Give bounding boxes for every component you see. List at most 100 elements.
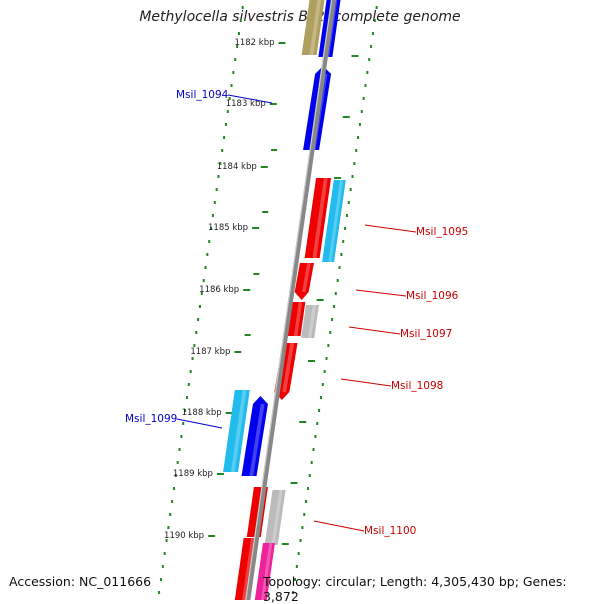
guide-dot-left	[211, 214, 214, 217]
guide-dot-left	[204, 266, 207, 269]
guide-dot-left	[163, 552, 166, 555]
guide-dot-left	[174, 474, 177, 477]
guide-dot-left	[236, 45, 239, 48]
guide-dot-right	[318, 409, 321, 412]
guide-dot-right	[314, 435, 317, 438]
gene-olive-1-shade	[309, 0, 322, 56]
guide-dot-left	[230, 84, 233, 87]
gene-forward-msil-1099	[241, 396, 268, 476]
guide-dot-right	[329, 331, 332, 334]
guide-dot-right	[323, 370, 326, 373]
gene-label: Msil_1096	[406, 290, 459, 302]
ruler-label: 1182 kbp	[234, 38, 274, 48]
guide-dot-left	[232, 71, 235, 74]
gene-label-leader	[176, 418, 223, 429]
gene-grey-1097-shade	[308, 304, 317, 339]
gene-label: Msil_1094	[176, 89, 229, 101]
gene-reverse-msil-1095-shade	[312, 177, 328, 259]
guide-dot-right	[316, 422, 319, 425]
guide-dot-left	[193, 344, 196, 347]
gene-label-leader	[340, 378, 392, 387]
guide-dot-left	[184, 409, 187, 412]
guide-dot-left	[172, 487, 175, 490]
guide-dot-right	[297, 552, 300, 555]
guide-dot-right	[360, 110, 363, 113]
guide-dot-left	[169, 513, 172, 516]
guide-dot-right	[368, 58, 371, 61]
guide-dot-right	[358, 123, 361, 126]
gene-reverse-msil-1098-shade	[282, 342, 295, 393]
guide-dot-right	[345, 214, 348, 217]
gene-grey-1100	[264, 490, 286, 545]
guide-dot-left	[185, 396, 188, 399]
guide-dot-right	[336, 279, 339, 282]
guide-dot-right	[355, 149, 358, 152]
guide-dot-left	[182, 422, 185, 425]
gene-olive-1	[301, 0, 325, 55]
guide-dot-left	[202, 279, 205, 282]
guide-dot-right	[331, 318, 334, 321]
guide-dot-left	[200, 292, 203, 295]
guide-dot-right	[301, 526, 304, 529]
gene-reverse-msil-1097-shade	[293, 301, 303, 337]
guide-dot-right	[349, 188, 352, 191]
gene-label-leader	[355, 289, 407, 297]
gene-reverse-msil-1096-shade	[302, 262, 311, 293]
gene-grey-1097	[301, 305, 319, 338]
gene-label: Msil_1097	[400, 328, 452, 340]
guide-dot-left	[159, 578, 162, 581]
guide-dot-left	[234, 58, 237, 61]
guide-dot-right	[340, 253, 343, 256]
gene-label: Msil_1095	[416, 226, 468, 238]
guide-dot-right	[293, 578, 296, 581]
guide-dot-left	[198, 305, 201, 308]
guide-dot-right	[321, 383, 324, 386]
guide-dot-right	[357, 136, 360, 139]
guide-dot-left	[226, 110, 229, 113]
gene-reverse-2-shade	[242, 537, 255, 600]
guide-dot-right	[292, 591, 295, 594]
guide-dot-left	[215, 188, 218, 191]
guide-dot-left	[217, 175, 220, 178]
gene-cyan-1095-shade	[328, 179, 344, 263]
guide-dot-right	[295, 565, 298, 568]
guide-dot-left	[158, 591, 161, 594]
guide-dot-right	[370, 45, 373, 48]
guide-dot-right	[362, 97, 365, 100]
gene-label-leader	[227, 94, 273, 104]
gene-cyan-1099-shade	[230, 389, 247, 473]
gene-cyan-1099	[223, 390, 250, 472]
gene-forward-msil-1099-shade	[249, 403, 265, 477]
guide-dot-right	[306, 487, 309, 490]
guide-dot-left	[206, 253, 209, 256]
guide-dot-right	[325, 357, 328, 360]
map-title: Methylocella silvestris BL2, complete ge…	[139, 9, 461, 25]
genome-backbone	[245, 0, 337, 600]
guide-dot-left	[178, 448, 181, 451]
guide-dot-right	[375, 6, 378, 9]
ruler-label: 1183 kbp	[226, 99, 266, 109]
guide-dot-right	[332, 305, 335, 308]
guide-dot-left	[191, 357, 194, 360]
guide-dot-left	[213, 201, 216, 204]
guide-dot-right	[342, 240, 345, 243]
guide-dot-left	[223, 136, 226, 139]
guide-dot-left	[237, 32, 240, 35]
guide-dot-left	[210, 227, 213, 230]
guide-dot-left	[195, 331, 198, 334]
gene-label-leader	[364, 224, 417, 233]
guide-dot-left	[239, 19, 242, 22]
guide-dot-right	[319, 396, 322, 399]
ruler-label: 1185 kbp	[208, 223, 248, 233]
guide-dot-right	[338, 266, 341, 269]
guide-dot-right	[310, 461, 313, 464]
guide-dot-left	[228, 97, 231, 100]
gene-reverse-msil-1096	[294, 263, 314, 300]
gene-label-leader	[348, 326, 401, 335]
gene-reverse-msil-1095	[304, 178, 332, 258]
guide-dot-right	[305, 500, 308, 503]
ruler-label: 1190 kbp	[164, 531, 204, 541]
ruler-label: 1189 kbp	[173, 469, 213, 479]
